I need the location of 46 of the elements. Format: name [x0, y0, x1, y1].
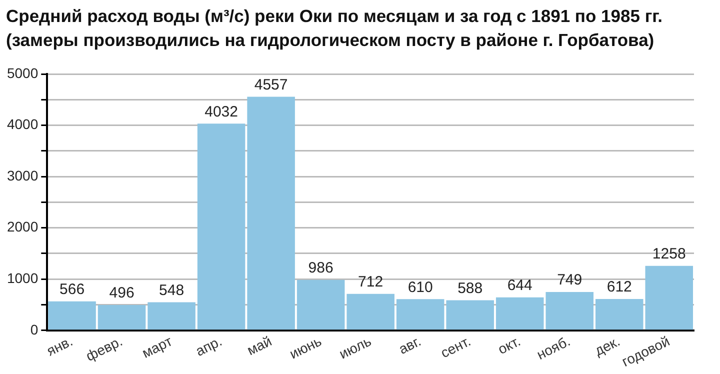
data-label: 588 — [458, 280, 483, 297]
x-tick-label: март — [139, 332, 176, 361]
data-label: 644 — [507, 277, 532, 294]
y-tick-label: 4000 — [6, 116, 38, 132]
bar — [98, 304, 146, 330]
x-tick-label: апр. — [192, 332, 224, 360]
bar — [197, 124, 246, 330]
bar — [247, 96, 295, 330]
bar — [546, 292, 594, 330]
data-label: 610 — [408, 278, 433, 296]
x-tick-label: июль — [336, 332, 374, 362]
bar — [645, 266, 694, 330]
x-tick-label: нояб. — [534, 332, 573, 363]
x-tick-label: дек. — [592, 332, 622, 359]
data-label: 712 — [358, 274, 384, 291]
data-label: 749 — [557, 272, 582, 289]
bar — [48, 301, 96, 330]
bar — [446, 300, 494, 330]
data-label: 548 — [159, 282, 184, 299]
data-label: 4557 — [254, 76, 288, 94]
bar — [346, 294, 394, 330]
x-tick-label: авг. — [396, 332, 424, 358]
bar — [396, 299, 444, 330]
x-tick-label: февр. — [83, 332, 125, 364]
data-label: 986 — [308, 259, 334, 276]
bar — [296, 280, 345, 330]
x-tick-label: май — [244, 332, 274, 358]
x-tick-label: июнь — [286, 332, 324, 362]
x-tick-label: янв. — [44, 332, 76, 359]
bar — [595, 299, 644, 330]
bar — [148, 302, 196, 330]
x-tick-label: окт. — [495, 332, 523, 358]
data-label: 4032 — [204, 103, 238, 120]
y-tick-label: 3000 — [6, 167, 38, 184]
data-label: 566 — [60, 281, 85, 298]
y-tick-label: 5000 — [6, 64, 38, 81]
data-label: 612 — [606, 278, 632, 296]
y-tick-label: 0 — [30, 321, 38, 338]
data-label: 1258 — [652, 246, 686, 263]
chart-subtitle: (замеры производились на гидрологическом посту в районе г. Горбатова) — [5, 29, 656, 52]
data-label: 496 — [109, 284, 134, 302]
y-tick-label: 1000 — [6, 270, 38, 286]
bar — [496, 297, 544, 330]
x-tick-label: сент. — [438, 332, 474, 361]
chart-title: Средний расход воды (м³/с) реки Оки по месяцам и за год с 1891 по 1985 гг. — [5, 5, 664, 28]
y-tick-label: 2000 — [6, 218, 38, 235]
